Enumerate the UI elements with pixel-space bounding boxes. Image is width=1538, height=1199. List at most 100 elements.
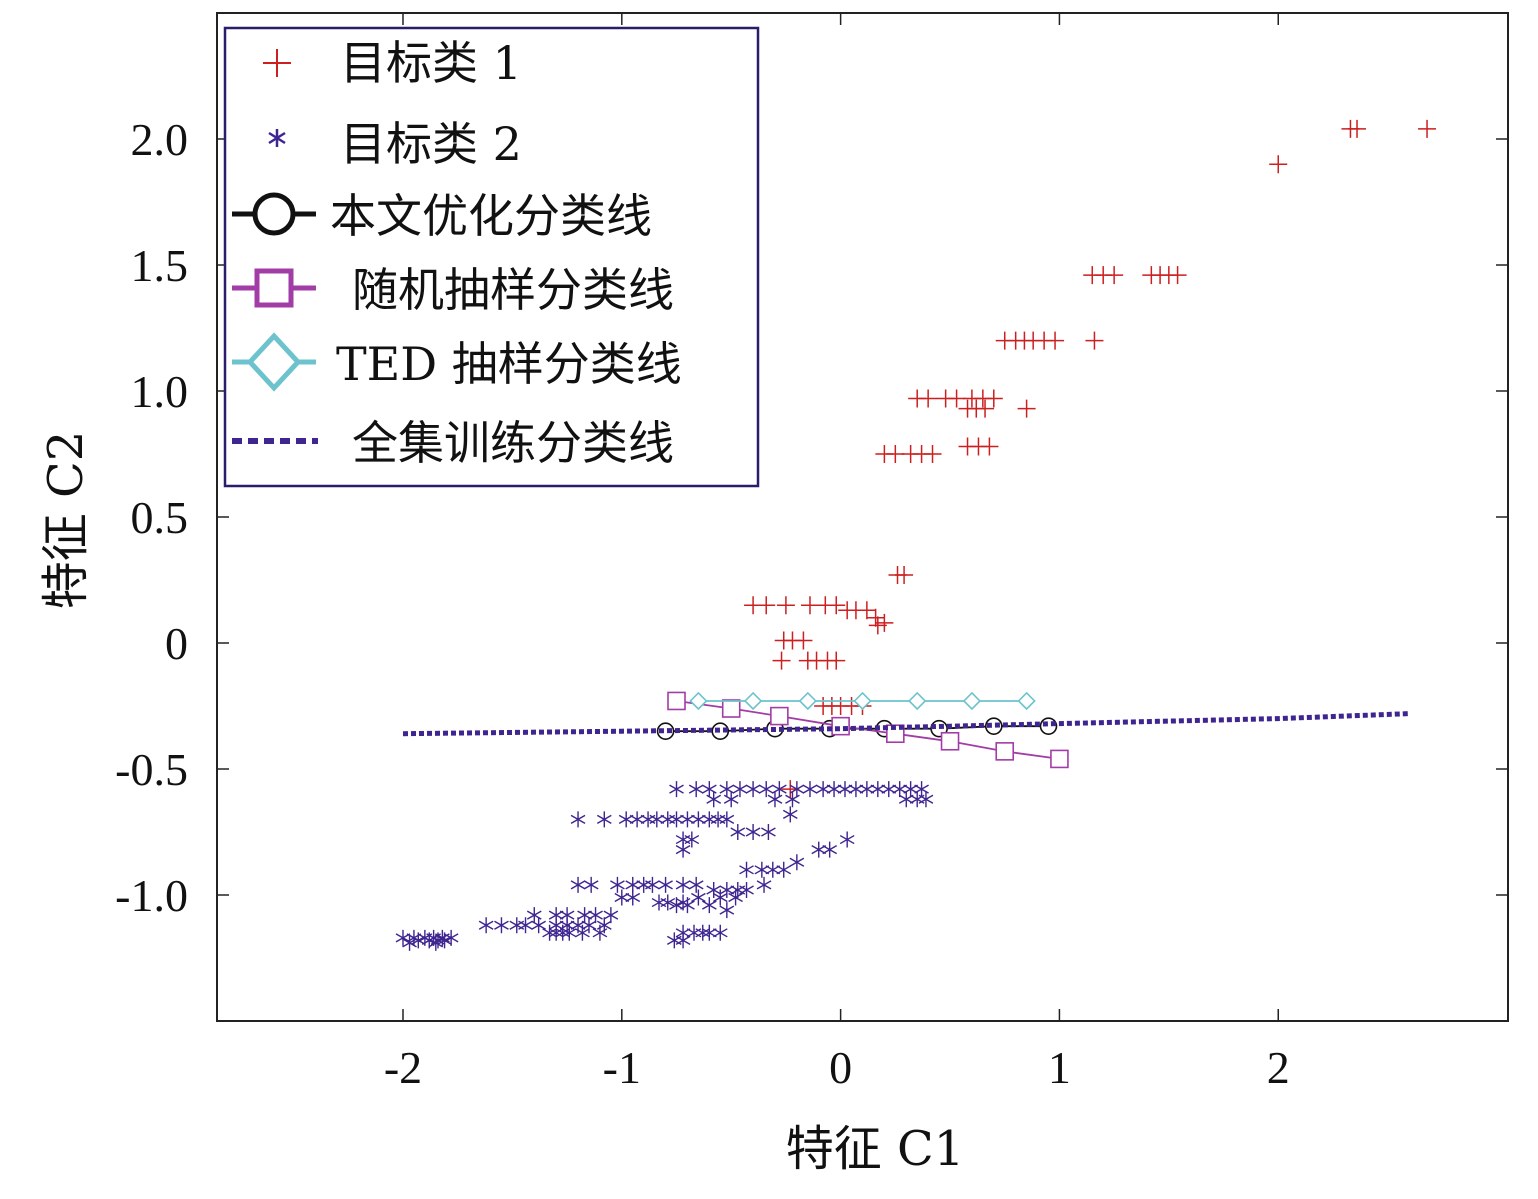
asterisk-point (588, 907, 603, 924)
asterisk-point (706, 791, 722, 808)
square-marker (940, 731, 960, 751)
x-tick-label: 1 (1048, 1042, 1071, 1093)
asterisk-point (437, 932, 452, 949)
asterisk-point (494, 917, 509, 934)
asterisk-point (684, 831, 700, 848)
legend-label-random-line: 随机抽样分类线 (352, 263, 674, 317)
asterisk-point (881, 781, 897, 798)
asterisk-point (815, 781, 831, 798)
plus-point (868, 616, 887, 635)
asterisk-point (826, 781, 842, 798)
asterisk-point (918, 791, 934, 808)
asterisk-point (719, 811, 735, 828)
plus-point (1269, 155, 1288, 174)
asterisk-point (592, 924, 608, 941)
plus-point (827, 651, 846, 670)
asterisk-point (669, 811, 684, 828)
asterisk-point (428, 934, 444, 951)
asterisk-point (712, 889, 728, 906)
diamond-marker (743, 691, 763, 711)
x-axis-title: 特征 C1 (786, 1121, 965, 1177)
asterisk-point (660, 811, 676, 828)
legend-entry-proposed-line: 本文优化分类线 (232, 189, 652, 243)
asterisk-point (719, 881, 735, 898)
y-tick-label: 2.0 (131, 114, 189, 165)
series-line (402, 711, 1410, 737)
circle-marker (984, 717, 1003, 735)
asterisk-point (688, 781, 704, 798)
asterisk-point (898, 791, 914, 808)
y-tick-label: 1.5 (131, 240, 189, 291)
asterisk-point (785, 791, 800, 808)
asterisk-point (686, 924, 702, 941)
plus-point (919, 389, 938, 408)
legend-symbol-plus (263, 49, 291, 77)
asterisk-point (892, 781, 908, 798)
asterisk-point (430, 932, 446, 949)
asterisk-point (618, 811, 634, 828)
asterisk-point (680, 811, 695, 828)
asterisk-point (822, 841, 838, 858)
asterisk-point (758, 781, 774, 798)
plus-point (1168, 266, 1187, 285)
legend-entry-target-class-2: 目标类 2 (268, 117, 522, 171)
plus-point (1017, 399, 1036, 418)
asterisk-point (675, 876, 691, 893)
asterisk-point (570, 811, 586, 828)
plus-point (886, 445, 905, 463)
asterisk-point (756, 876, 772, 893)
legend-entry-target-class-1: 目标类 1 (263, 36, 522, 90)
asterisk-point (610, 876, 625, 893)
diamond-marker (908, 691, 927, 711)
legend-entry-full-training-line: 全集训练分类线 (232, 416, 674, 470)
plus-point (772, 651, 791, 670)
legend-label-full-training-line: 全集训练分类线 (352, 416, 674, 470)
asterisk-point (675, 841, 691, 858)
plus-point (1105, 266, 1124, 285)
asterisk-point (625, 889, 641, 906)
y-tick-label: 1.0 (131, 366, 189, 417)
legend-square-marker (254, 268, 294, 308)
y-tick-label: -1.0 (115, 870, 188, 921)
asterisk-point (614, 889, 630, 906)
asterisk-point (811, 841, 827, 858)
legend: 目标类 1 目标类 2 本文优化分类线 随机抽样分类线 TED 抽样分类线 (223, 26, 760, 488)
x-tick-label: 0 (829, 1042, 852, 1093)
asterisk-point (680, 897, 695, 914)
asterisk-point (645, 876, 660, 893)
diamond-marker (1017, 691, 1036, 711)
square-marker (667, 691, 686, 711)
plus-point (794, 631, 813, 650)
asterisk-point (837, 781, 853, 798)
asterisk-point (629, 811, 645, 828)
asterisk-point (691, 889, 706, 906)
square-marker (770, 706, 789, 726)
asterisk-point (728, 889, 743, 906)
asterisk-point (767, 791, 783, 808)
asterisk-point (561, 924, 577, 941)
asterisk-point (402, 934, 417, 951)
asterisk-point (518, 917, 533, 934)
square-marker (721, 699, 741, 718)
legend-label-target-class-1: 目标类 1 (340, 36, 522, 90)
asterisk-point (658, 876, 673, 893)
asterisk-point (531, 917, 547, 934)
asterisk-point (669, 781, 684, 798)
asterisk-point (745, 824, 761, 840)
legend-diamond-marker (246, 332, 302, 392)
plus-point (800, 596, 819, 615)
diamond-marker (962, 691, 982, 711)
asterisk-point (478, 917, 494, 934)
plus-point (947, 389, 966, 408)
asterisk-point (701, 811, 717, 828)
diamond-marker (853, 691, 872, 711)
data-layer (395, 119, 1437, 951)
asterisk-point (732, 781, 748, 798)
asterisk-point (695, 924, 711, 941)
asterisk-point (839, 831, 855, 848)
plus-point (866, 608, 885, 627)
asterisk-point (802, 781, 818, 798)
diamond-marker (798, 691, 817, 711)
asterisk-point (739, 861, 754, 878)
legend-circle-marker (252, 192, 296, 236)
